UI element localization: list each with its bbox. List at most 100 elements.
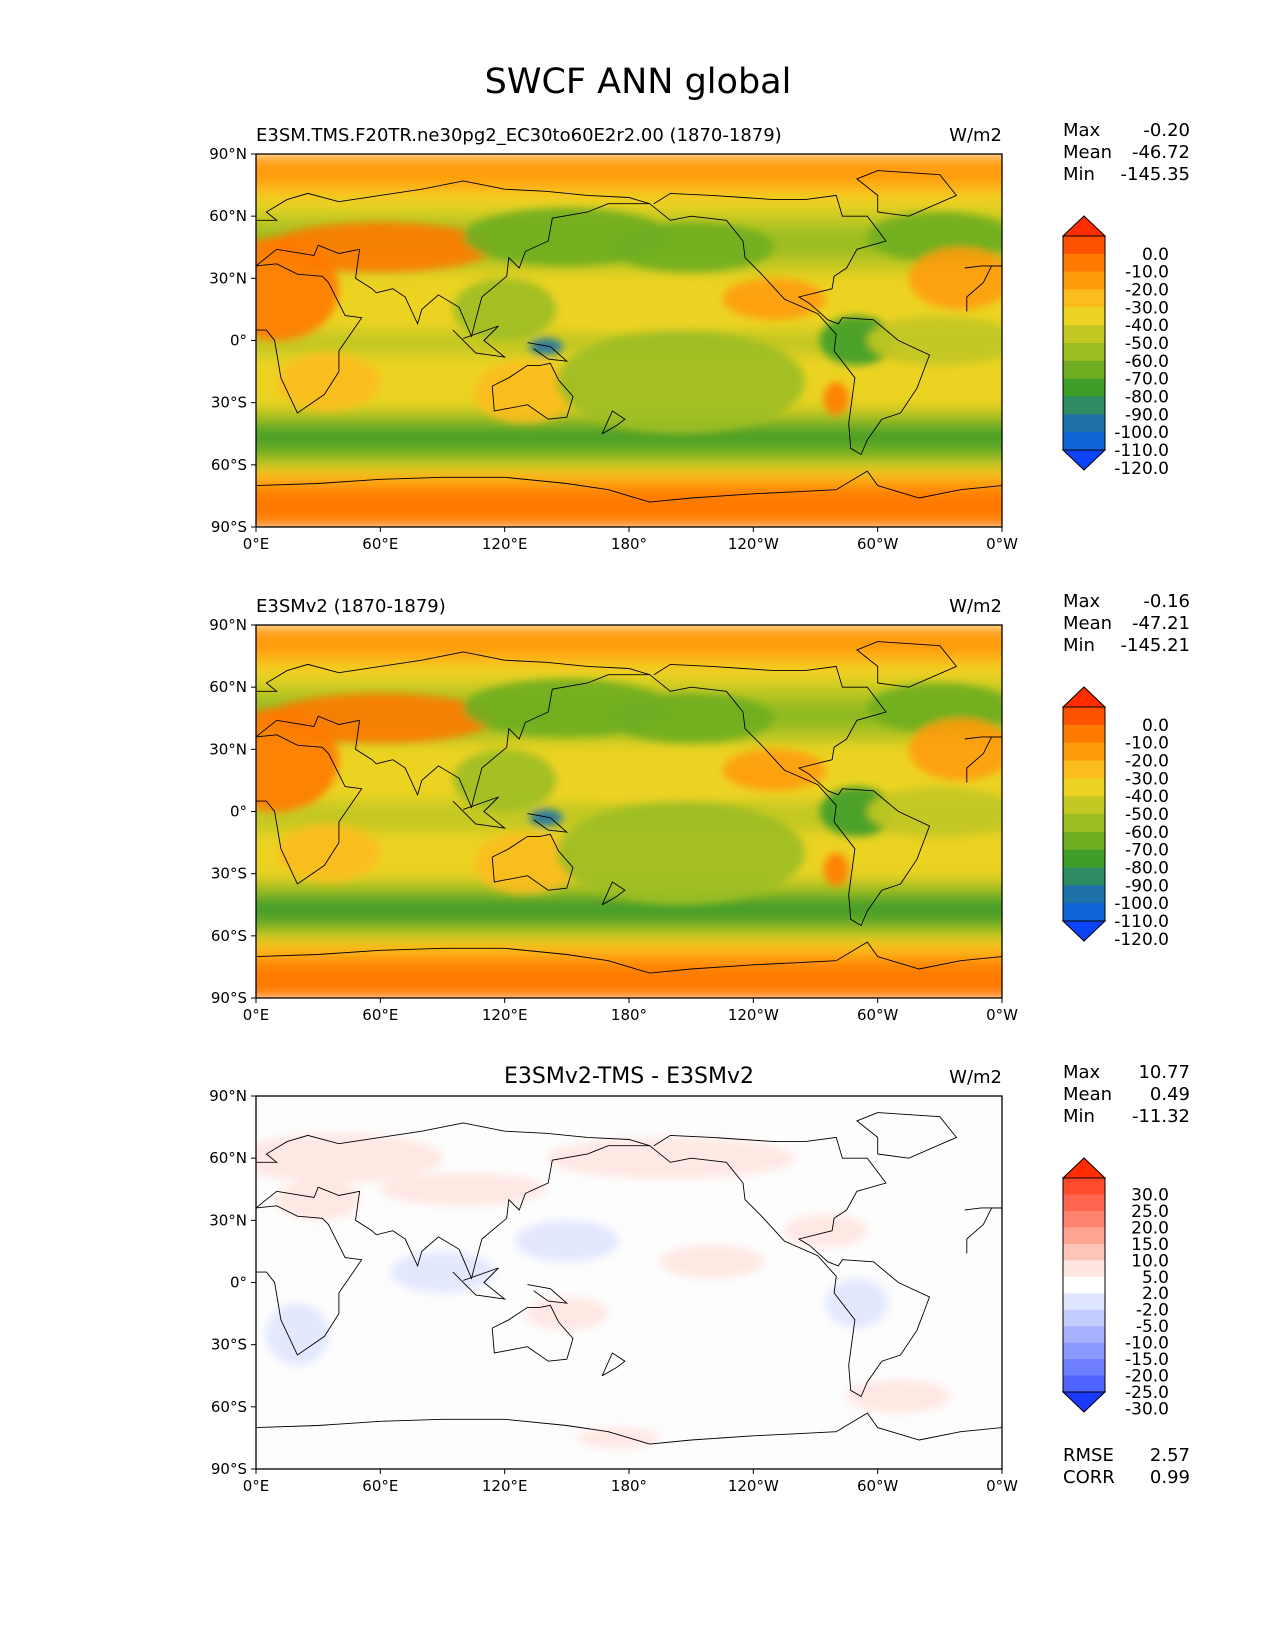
y-tick-label: 60°N: [209, 1149, 247, 1167]
colorbar-label: 5.0: [1142, 1268, 1169, 1288]
panel-3: E3SMv2-TMS - E3SMv2 W/m2 90°N 60°N 30°N 0° 3…: [209, 1062, 1190, 1495]
band: [256, 661, 1002, 668]
band: [256, 428, 1002, 435]
feature: [266, 693, 495, 744]
colorbar-swatch: [1063, 778, 1105, 797]
band: [256, 744, 1002, 751]
y-tick-label: 0°: [230, 803, 247, 821]
y-tick-label: 90°N: [209, 616, 247, 634]
stat-label-max: Max: [1063, 120, 1101, 141]
coastline: [601, 410, 626, 435]
colorbar-swatch: [1063, 1194, 1105, 1212]
y-tick-label: 30°S: [211, 1336, 247, 1354]
stats: Max 10.77 Mean 0.49 Min -11.32: [1063, 1062, 1190, 1127]
colorbar-swatch: [1063, 1359, 1105, 1377]
band: [256, 666, 1002, 673]
figure-title: SWCF ANN global: [485, 62, 792, 102]
feature: [608, 693, 775, 744]
x-tick-label: 180°: [611, 535, 647, 553]
coastlines: [256, 641, 1002, 974]
feature: [529, 809, 563, 827]
band: [256, 942, 1002, 948]
y-tick-label: 60°N: [209, 678, 247, 696]
panel-title: E3SM.TMS.F20TR.ne30pg2_EC30to60E2r2.00 (…: [256, 125, 782, 146]
band: [256, 433, 1002, 439]
colorbar-swatch: [1063, 831, 1105, 851]
stat-value-min: -145.35: [1121, 164, 1190, 185]
y-tick-label: 60°N: [209, 207, 247, 225]
colorbar-label: 15.0: [1131, 1235, 1169, 1255]
colorbar-label: -10.0: [1125, 1334, 1169, 1354]
colorbar-label: -110.0: [1114, 912, 1169, 932]
colorbar-label: -30.0: [1125, 769, 1169, 789]
feature: [266, 1303, 329, 1366]
band: [256, 949, 1002, 955]
feature: [494, 759, 785, 802]
band: [256, 960, 1002, 965]
x-tick-label: 60°E: [362, 535, 398, 553]
colorbar-label: -90.0: [1125, 876, 1169, 896]
feature: [380, 1172, 547, 1206]
feature: [608, 222, 775, 273]
band: [256, 676, 1002, 683]
colorbar-swatch: [1063, 707, 1105, 726]
coastline: [527, 1284, 569, 1304]
band: [256, 205, 1002, 212]
feature: [473, 361, 578, 424]
colorbar-label: -70.0: [1125, 370, 1169, 390]
colorbar-label: -20.0: [1125, 281, 1169, 301]
band: [256, 935, 1002, 941]
band: [256, 457, 1002, 463]
x-tick-label: 120°W: [728, 535, 779, 553]
stat-value-min: -145.21: [1121, 635, 1190, 656]
feature: [529, 338, 563, 356]
x-tick-label: 0°W: [986, 535, 1018, 553]
colorbar-label: -40.0: [1125, 787, 1169, 807]
axes: 90°N 60°N 30°N 0° 30°S 60°S 90°S0°E 60°E 120°E 18…: [209, 1087, 1018, 1495]
band: [256, 977, 1002, 984]
coastline: [527, 342, 569, 362]
feature: [577, 1427, 661, 1449]
colorbar-swatch: [1063, 1260, 1105, 1278]
colorbar-swatch: [1063, 1342, 1105, 1360]
y-tick-label: 30°S: [211, 394, 247, 412]
colorbar-swatch: [1063, 1210, 1105, 1228]
coastline: [256, 1205, 363, 1356]
coastlines: [256, 170, 1002, 503]
band: [256, 908, 1002, 913]
y-tick-label: 30°N: [209, 1211, 247, 1229]
colorbar-swatch: [1063, 414, 1105, 433]
feature: [908, 718, 1002, 781]
colorbar-label: 0.0: [1142, 716, 1169, 736]
colorbar-label: -25.0: [1125, 1383, 1169, 1403]
colorbar-extend-min: [1061, 1391, 1107, 1413]
colorbar-label: -15.0: [1125, 1350, 1169, 1370]
band: [256, 169, 1002, 176]
feature: [660, 1245, 764, 1279]
x-tick-label: 120°W: [728, 1006, 779, 1024]
colorbar-swatch: [1063, 903, 1105, 922]
band: [256, 972, 1002, 979]
coastline: [491, 1304, 574, 1362]
colorbar-label: -10.0: [1125, 734, 1169, 754]
y-tick-label: 60°S: [211, 1398, 247, 1416]
x-tick-label: 0°W: [986, 1477, 1018, 1495]
colorbar-label: 0.0: [1142, 245, 1169, 265]
colorbar-swatch: [1063, 849, 1105, 868]
y-tick-label: 90°S: [211, 1460, 247, 1478]
panel-units: W/m2: [949, 125, 1002, 146]
band: [256, 164, 1002, 171]
feature: [546, 1137, 795, 1179]
band: [256, 454, 1002, 459]
band: [256, 733, 1002, 740]
band: [256, 932, 1002, 937]
feature: [908, 247, 1002, 310]
colorbar-swatch: [1063, 1243, 1105, 1261]
colorbar-swatch: [1063, 378, 1105, 397]
band: [256, 489, 1002, 494]
feature: [823, 852, 849, 887]
feature: [276, 352, 381, 411]
feature: [556, 330, 806, 434]
colorbar-swatch: [1063, 1178, 1105, 1195]
